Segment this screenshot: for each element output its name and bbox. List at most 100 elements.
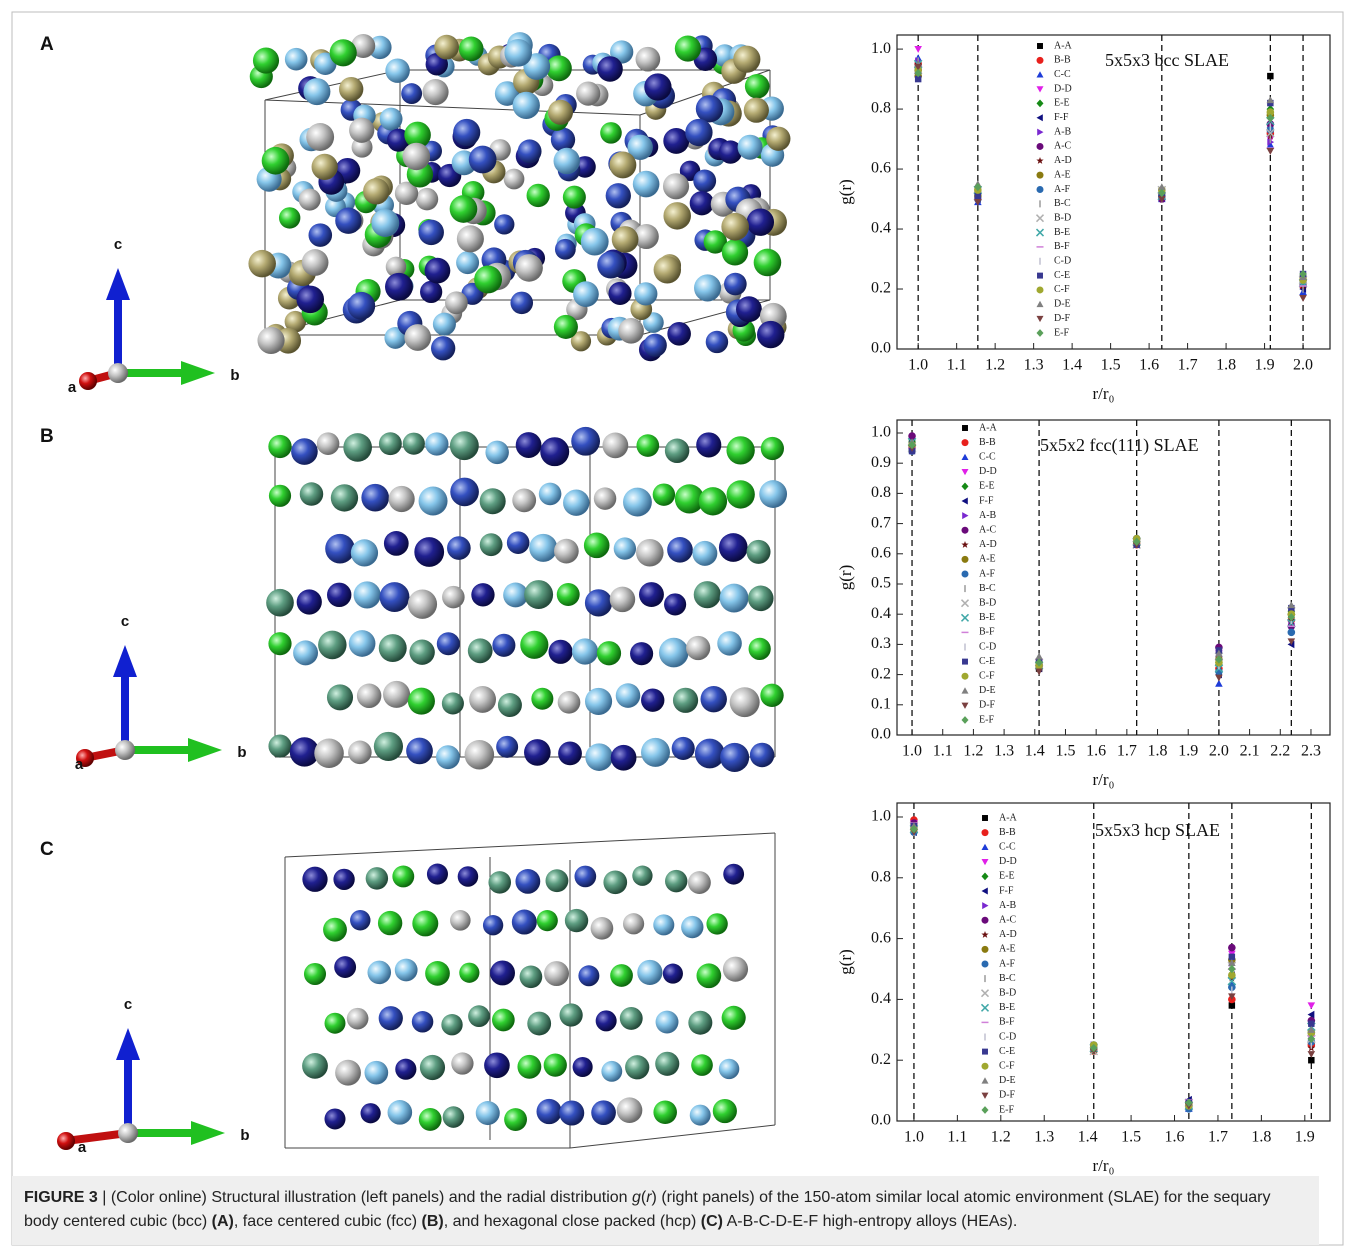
panel-letter: B bbox=[40, 426, 54, 447]
x-tick-label: 1.2 bbox=[985, 357, 1005, 374]
atom bbox=[597, 251, 625, 279]
legend-label: B-B bbox=[1054, 55, 1071, 66]
atom bbox=[619, 1006, 643, 1030]
panel-letter: C bbox=[40, 839, 54, 860]
legend-marker bbox=[961, 702, 969, 709]
atom bbox=[559, 1003, 583, 1027]
legend-label: F-F bbox=[1054, 112, 1069, 123]
data-point bbox=[1266, 141, 1275, 149]
atom bbox=[611, 226, 639, 253]
y-tick-label: 0.6 bbox=[871, 160, 891, 177]
atom bbox=[718, 140, 743, 164]
x-axis-title: r/r₀ bbox=[1093, 1156, 1115, 1175]
x-tick-label: 1.8 bbox=[1251, 1129, 1271, 1146]
data-point bbox=[1266, 108, 1275, 116]
legend-label: E-E bbox=[1054, 98, 1070, 109]
c-axis-arrow bbox=[121, 675, 129, 750]
atom bbox=[327, 582, 352, 608]
atom bbox=[595, 1010, 617, 1032]
atom bbox=[402, 432, 425, 455]
atom bbox=[385, 272, 413, 301]
atom bbox=[356, 683, 382, 708]
atom bbox=[266, 588, 294, 617]
atom bbox=[284, 310, 307, 333]
legend-label: B-D bbox=[1054, 212, 1071, 223]
y-tick-label: 0.0 bbox=[871, 1112, 891, 1129]
legend-label: B-E bbox=[999, 1002, 1015, 1013]
data-point bbox=[1228, 953, 1236, 961]
x-tick-label: 2.0 bbox=[1293, 357, 1313, 374]
atom bbox=[303, 78, 331, 106]
atom bbox=[373, 731, 404, 762]
atom bbox=[608, 281, 632, 306]
atom bbox=[394, 181, 419, 206]
annotation: 5x5x2 fcc(111) SLAE bbox=[1040, 435, 1199, 456]
atom bbox=[674, 484, 705, 514]
atom bbox=[464, 739, 495, 770]
atom bbox=[664, 438, 690, 464]
legend-label: B-D bbox=[999, 987, 1016, 998]
atom bbox=[308, 223, 333, 247]
atom bbox=[662, 963, 683, 984]
atom bbox=[590, 916, 614, 940]
atom bbox=[591, 1100, 616, 1126]
x-tick-label: 1.0 bbox=[902, 743, 922, 760]
caption-run: (B) bbox=[421, 1213, 444, 1230]
plot-frame bbox=[896, 802, 1331, 1122]
atom bbox=[296, 285, 325, 314]
atom bbox=[605, 183, 631, 209]
caption-run: | (Color online) Structural illustration… bbox=[97, 1189, 632, 1206]
atom bbox=[571, 426, 601, 456]
legend-marker bbox=[980, 1003, 990, 1012]
axis-label: b bbox=[240, 1127, 249, 1144]
atom bbox=[503, 582, 528, 608]
legend-marker bbox=[981, 872, 989, 881]
atom bbox=[325, 533, 355, 564]
atom bbox=[278, 207, 301, 229]
legend-label: D-D bbox=[979, 466, 997, 477]
atom bbox=[559, 1100, 585, 1126]
atom bbox=[409, 639, 435, 665]
atom bbox=[584, 589, 613, 617]
atom bbox=[531, 687, 554, 710]
atom bbox=[540, 437, 570, 467]
atom bbox=[553, 314, 578, 339]
x-tick-label: 1.5 bbox=[1101, 357, 1121, 374]
atom bbox=[512, 488, 537, 513]
legend-marker bbox=[981, 1077, 989, 1084]
atom bbox=[630, 642, 654, 666]
y-tick-label: 0.8 bbox=[871, 484, 891, 501]
atom bbox=[450, 477, 479, 507]
data-point bbox=[1299, 294, 1307, 302]
x-tick-label: 2.0 bbox=[1209, 743, 1229, 760]
data-point bbox=[908, 440, 916, 450]
x-tick-label: 2.1 bbox=[1240, 743, 1260, 760]
caption-run: (A) bbox=[211, 1213, 234, 1230]
y-tick-label: 0.4 bbox=[871, 605, 891, 622]
legend-label: D-F bbox=[979, 700, 996, 711]
data-point bbox=[1228, 993, 1236, 1001]
caption-run: FIGURE 3 bbox=[24, 1189, 98, 1206]
atom bbox=[618, 318, 644, 344]
atom bbox=[302, 1052, 328, 1079]
atom bbox=[557, 691, 581, 714]
legend-marker bbox=[960, 613, 970, 622]
atom bbox=[563, 489, 590, 516]
atom bbox=[418, 1108, 442, 1131]
atom bbox=[360, 1103, 381, 1124]
legend-label: B-C bbox=[999, 973, 1016, 984]
atom bbox=[504, 38, 533, 67]
atom bbox=[685, 118, 713, 147]
legend-label: A-D bbox=[999, 929, 1017, 940]
legend-label: A-E bbox=[979, 554, 996, 565]
atom bbox=[467, 638, 493, 664]
cell-edge bbox=[284, 832, 776, 858]
atom bbox=[712, 1098, 737, 1124]
atom bbox=[643, 333, 667, 357]
c-axis-head bbox=[113, 645, 137, 677]
legend-marker bbox=[981, 1106, 989, 1114]
atom bbox=[609, 586, 636, 613]
atom bbox=[721, 239, 749, 266]
atom bbox=[609, 151, 637, 179]
atom bbox=[424, 257, 451, 284]
